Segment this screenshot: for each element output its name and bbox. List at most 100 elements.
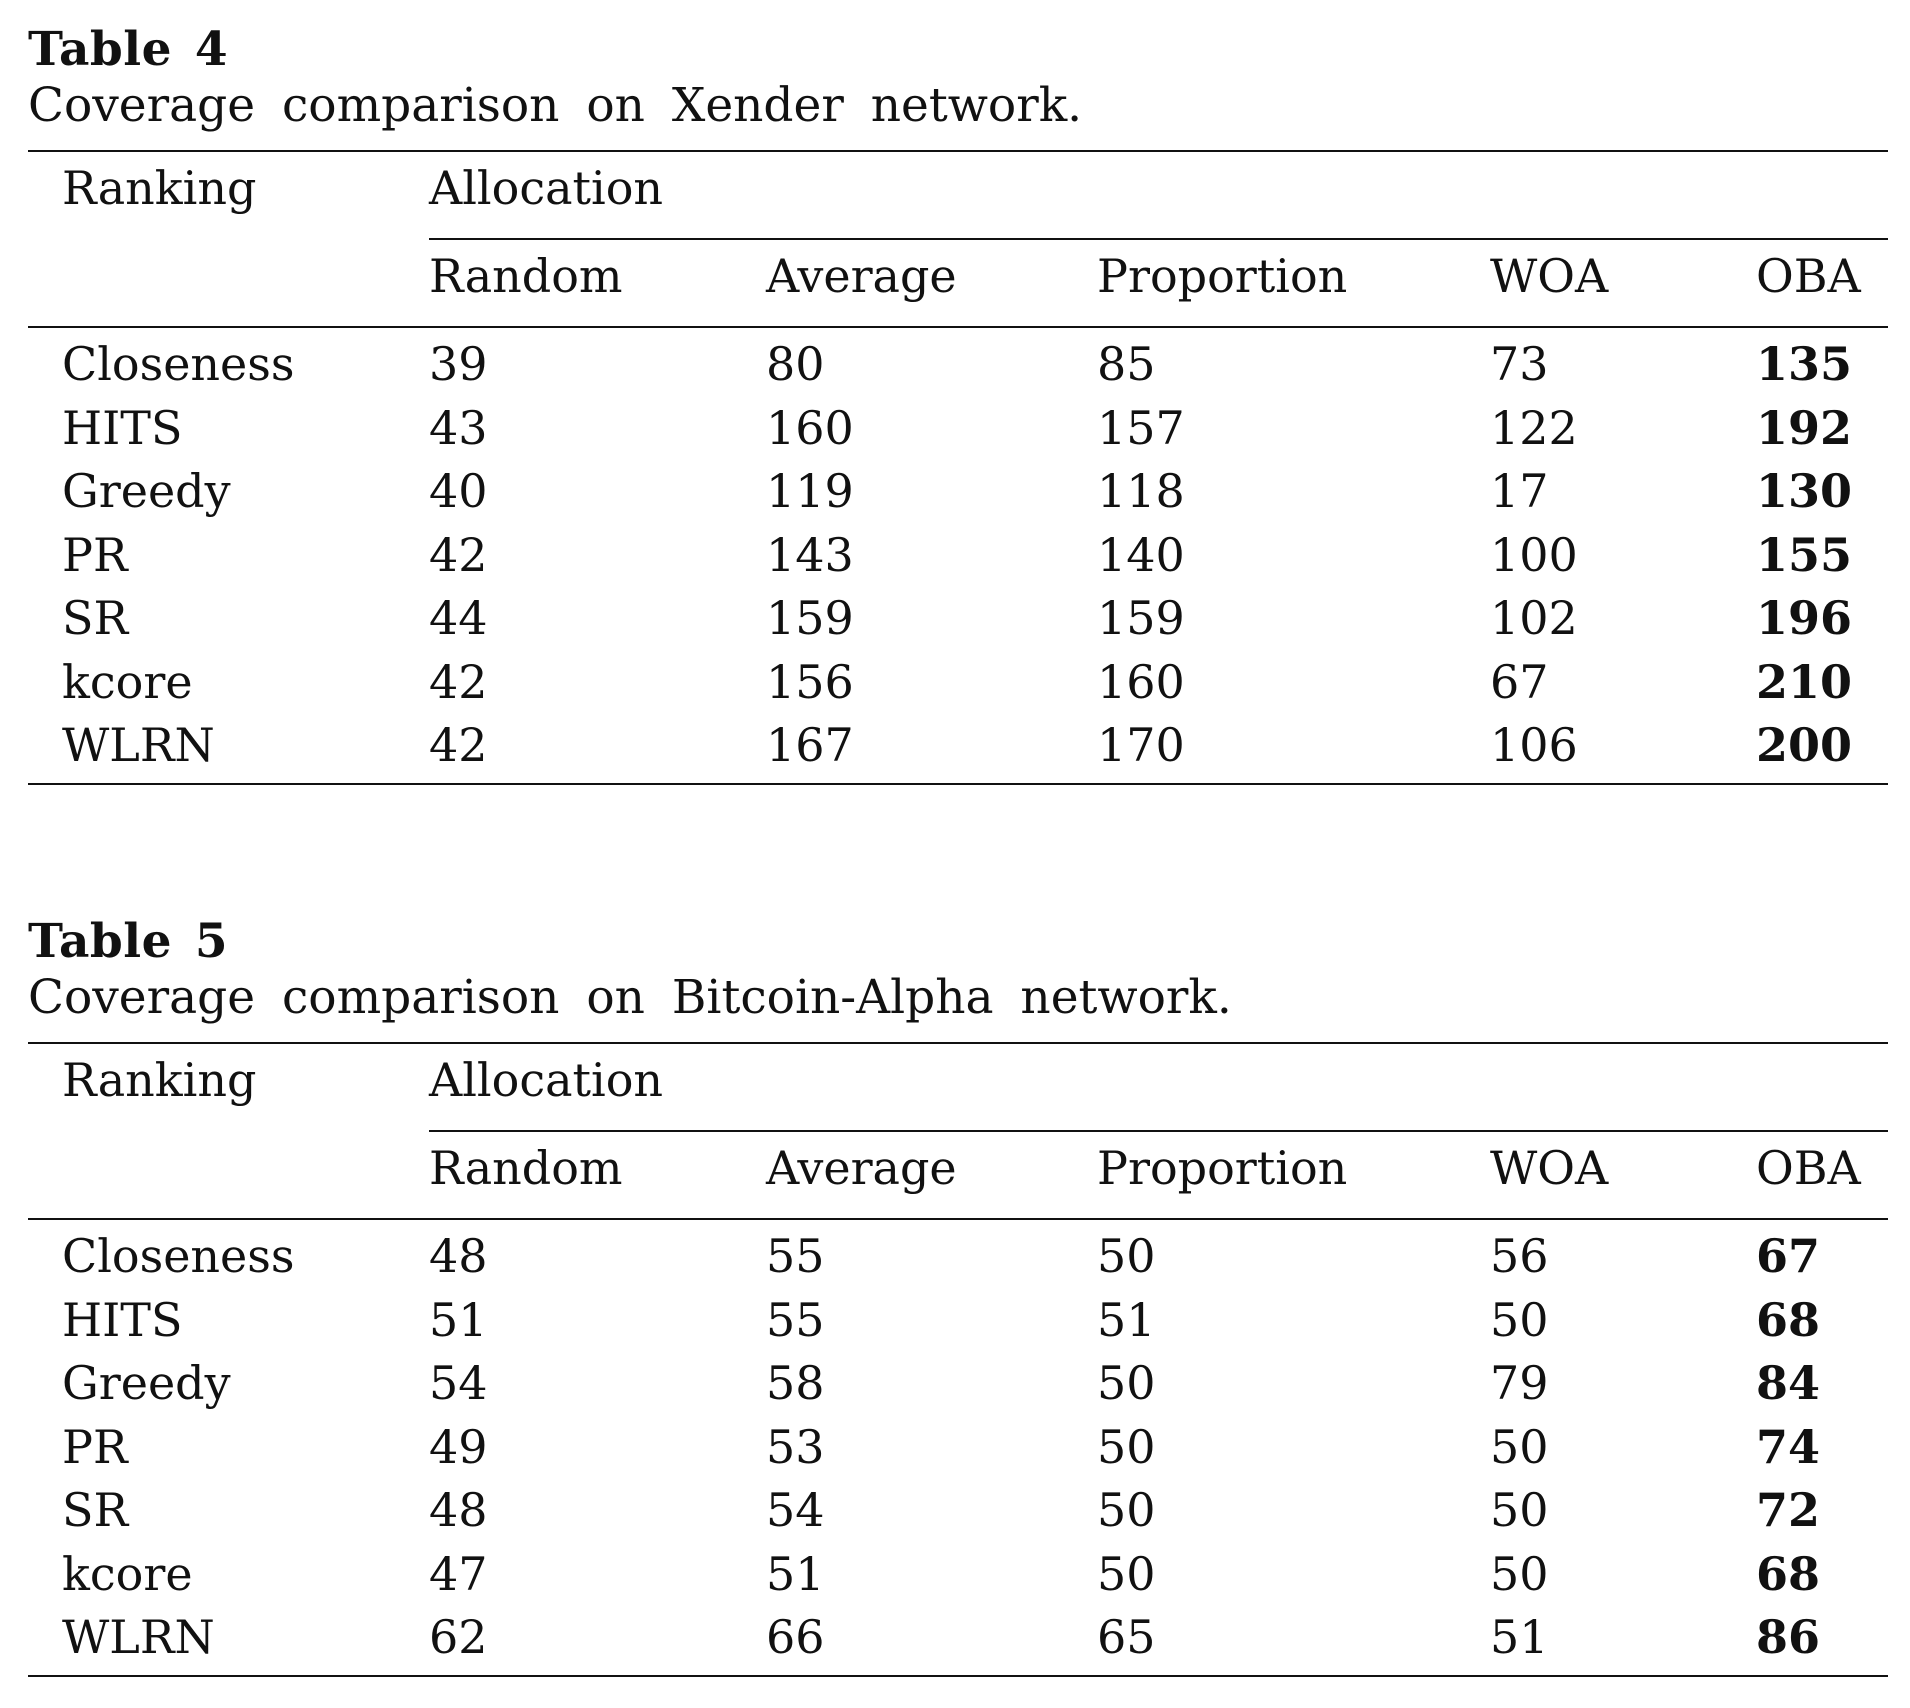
table-cell: 200 xyxy=(1756,718,1853,772)
table-cell: 65 xyxy=(1097,1610,1156,1664)
table-cell: 55 xyxy=(766,1229,825,1283)
column-header: Proportion xyxy=(1097,249,1348,303)
table-cell: 170 xyxy=(1097,718,1185,772)
group-header: Allocation xyxy=(429,161,664,215)
column-header: WOA xyxy=(1490,249,1609,303)
table-cell: 50 xyxy=(1097,1419,1156,1474)
table-cell: 85 xyxy=(1097,337,1156,391)
table-cell: 42 xyxy=(429,527,488,582)
table-cell: 73 xyxy=(1490,337,1549,391)
table-cell: 48 xyxy=(429,1229,488,1283)
table-cell: 122 xyxy=(1490,400,1578,455)
table-cell: 50 xyxy=(1490,1419,1549,1474)
table-cell: 48 xyxy=(429,1483,488,1537)
table-cell: 50 xyxy=(1097,1356,1156,1410)
row-name: Greedy xyxy=(62,464,231,518)
table-caption: Coverage comparison on Xender network. xyxy=(28,78,1083,133)
table-cell: 51 xyxy=(1490,1610,1549,1664)
group-header: Allocation xyxy=(429,1053,664,1107)
table-cell: 167 xyxy=(766,718,854,772)
row-name: HITS xyxy=(62,1292,183,1347)
header-rule xyxy=(28,1218,1888,1220)
table-cell: 68 xyxy=(1756,1546,1821,1601)
table-cell: 67 xyxy=(1490,654,1549,709)
table-cell: 62 xyxy=(429,1610,488,1664)
table-cell: 157 xyxy=(1097,400,1185,455)
table-cell: 86 xyxy=(1756,1610,1821,1664)
row-name: HITS xyxy=(62,400,183,455)
table-cell: 72 xyxy=(1756,1483,1821,1537)
table-cell: 53 xyxy=(766,1419,825,1474)
table-cell: 196 xyxy=(1756,591,1853,645)
table-label: Table 5 xyxy=(28,914,229,969)
table-cell: 160 xyxy=(1097,654,1185,709)
column-header: Proportion xyxy=(1097,1141,1348,1195)
table-cell: 43 xyxy=(429,400,488,455)
table-cell: 44 xyxy=(429,591,488,645)
table-cell: 17 xyxy=(1490,464,1549,518)
table-cell: 192 xyxy=(1756,400,1853,455)
table-cell: 143 xyxy=(766,527,854,582)
table-cell: 42 xyxy=(429,654,488,709)
table-5: Table 5 Coverage comparison on Bitcoin-A… xyxy=(28,914,1888,1677)
group-rule xyxy=(429,1130,1888,1132)
table-cell: 39 xyxy=(429,337,488,391)
row-header: Ranking xyxy=(62,161,257,215)
table-cell: 58 xyxy=(766,1356,825,1410)
column-header: WOA xyxy=(1490,1141,1609,1195)
table-cell: 159 xyxy=(1097,591,1185,645)
table-cell: 80 xyxy=(766,337,825,391)
table-cell: 74 xyxy=(1756,1419,1821,1474)
table-cell: 51 xyxy=(1097,1292,1156,1347)
table-cell: 135 xyxy=(1756,337,1853,391)
table-caption: Coverage comparison on Bitcoin-Alpha net… xyxy=(28,970,1232,1025)
table-cell: 55 xyxy=(766,1292,825,1347)
table-cell: 47 xyxy=(429,1546,488,1601)
table-cell: 50 xyxy=(1097,1483,1156,1537)
table-cell: 50 xyxy=(1490,1292,1549,1347)
table-cell: 79 xyxy=(1490,1356,1549,1410)
column-header: OBA xyxy=(1756,1141,1861,1195)
table-cell: 140 xyxy=(1097,527,1185,582)
table-cell: 118 xyxy=(1097,464,1185,518)
row-name: WLRN xyxy=(62,718,215,772)
column-header: Average xyxy=(766,249,957,303)
column-header: Random xyxy=(429,1141,623,1195)
table-cell: 100 xyxy=(1490,527,1578,582)
header-rule xyxy=(28,326,1888,328)
table-cell: 119 xyxy=(766,464,854,518)
top-rule xyxy=(28,150,1888,152)
bottom-rule xyxy=(28,783,1888,785)
table-cell: 130 xyxy=(1756,464,1853,518)
row-name: SR xyxy=(62,591,129,645)
table-cell: 66 xyxy=(766,1610,825,1664)
row-name: kcore xyxy=(62,654,193,709)
table-cell: 49 xyxy=(429,1419,488,1474)
column-header: Average xyxy=(766,1141,957,1195)
table-cell: 54 xyxy=(766,1483,825,1537)
column-header: Random xyxy=(429,249,623,303)
table-cell: 50 xyxy=(1097,1229,1156,1283)
row-name: Closeness xyxy=(62,1229,295,1283)
group-rule xyxy=(429,238,1888,240)
row-name: WLRN xyxy=(62,1610,215,1664)
column-header: OBA xyxy=(1756,249,1861,303)
table-cell: 210 xyxy=(1756,654,1853,709)
row-name: kcore xyxy=(62,1546,193,1601)
row-header: Ranking xyxy=(62,1053,257,1107)
row-name: SR xyxy=(62,1483,129,1537)
table-cell: 50 xyxy=(1097,1546,1156,1601)
table-cell: 56 xyxy=(1490,1229,1549,1283)
row-name: Greedy xyxy=(62,1356,231,1410)
table-cell: 156 xyxy=(766,654,854,709)
table-cell: 160 xyxy=(766,400,854,455)
row-name: PR xyxy=(62,527,128,582)
table-label: Table 4 xyxy=(28,22,229,77)
table-cell: 102 xyxy=(1490,591,1578,645)
table-cell: 50 xyxy=(1490,1546,1549,1601)
table-cell: 68 xyxy=(1756,1292,1821,1347)
table-cell: 54 xyxy=(429,1356,488,1410)
table-cell: 67 xyxy=(1756,1229,1821,1283)
table-cell: 106 xyxy=(1490,718,1578,772)
table-cell: 50 xyxy=(1490,1483,1549,1537)
